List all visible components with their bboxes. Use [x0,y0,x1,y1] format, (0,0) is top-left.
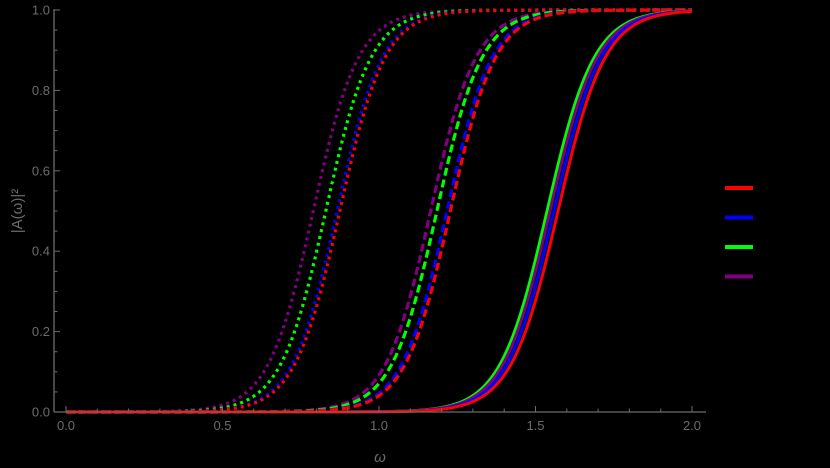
y-tick-label: 1.0 [32,3,50,18]
y-tick-label: 0.8 [32,83,50,98]
curve-dashed-7 [66,8,692,414]
curve-dotted-1 [66,8,692,414]
legend-swatch-3 [725,274,753,279]
x-tick-label: 0.0 [57,418,75,433]
plot-curves [66,8,693,414]
y-axis-label: |A(ω)|² [9,189,26,234]
curve-solid-11 [66,9,693,414]
curve-dotted-0 [66,8,692,414]
y-tick-label: 0.6 [32,163,50,178]
x-tick-label: 1.0 [370,418,388,433]
y-tick-label: 0.2 [32,324,50,339]
legend [725,186,753,279]
legend-swatch-1 [725,215,753,220]
y-tick-label: 0.0 [32,405,50,420]
curve-dotted-3 [66,8,692,414]
x-tick-label: 0.5 [213,418,231,433]
x-tick-label: 1.5 [526,418,544,433]
y-tick-label: 0.4 [32,244,50,259]
legend-swatch-0 [725,186,753,190]
legend-swatch-2 [725,245,753,249]
axes: 0.0 0.5 1.0 1.5 2.0 0.0 0.2 0.4 0.6 0.8 1.0 [32,3,706,433]
x-tick-label: 2.0 [683,418,701,433]
x-axis-label: ω [374,449,386,466]
